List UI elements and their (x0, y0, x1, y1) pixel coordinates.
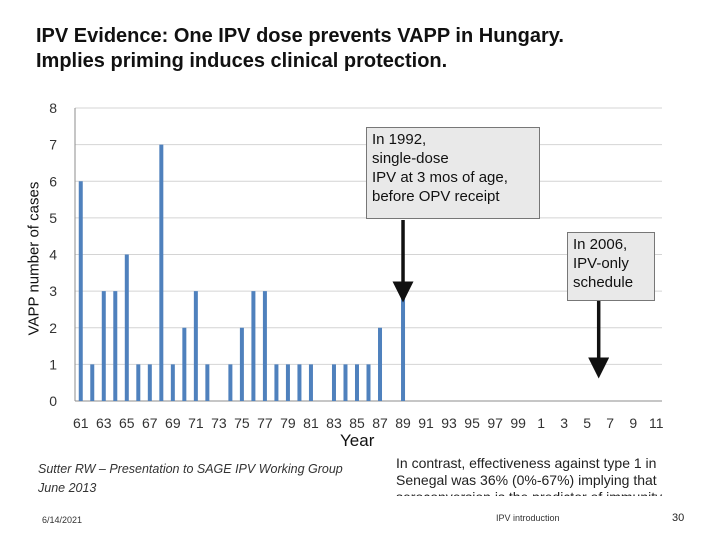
x-tick-73: 73 (211, 415, 227, 431)
x-tick-93: 93 (441, 415, 457, 431)
bar-67 (147, 364, 152, 401)
bar-64 (113, 291, 118, 401)
y-tick-8: 8 (49, 100, 57, 116)
bar-83 (331, 364, 336, 401)
citation: Sutter RW – Presentation to SAGE IPV Wor… (38, 460, 343, 498)
bar-62 (90, 364, 95, 401)
callout-1992-line-1: In 1992, (372, 131, 427, 148)
title-line-2: Implies priming induces clinical protect… (36, 50, 448, 72)
y-tick-0: 0 (49, 393, 57, 409)
senegal-note: In contrast, effectiveness against type … (396, 455, 665, 505)
x-tick-85: 85 (349, 415, 365, 431)
bar-80 (297, 364, 302, 401)
x-tick-75: 75 (234, 415, 250, 431)
bar-78 (274, 364, 279, 401)
x-tick-61: 61 (73, 415, 89, 431)
callout-1992-ipv: In 1992, single-dose IPV at 3 mos of age… (366, 127, 540, 219)
x-tick-3: 3 (560, 415, 568, 431)
x-tick-99: 99 (510, 415, 526, 431)
bar-70 (182, 327, 187, 401)
x-tick-83: 83 (326, 415, 342, 431)
y-tick-2: 2 (49, 320, 57, 336)
x-tick-89: 89 (395, 415, 411, 431)
citation-line-2: June 2013 (38, 481, 97, 495)
bar-89 (401, 291, 406, 401)
x-tick-63: 63 (96, 415, 112, 431)
y-tick-6: 6 (49, 173, 57, 189)
x-tick-67: 67 (142, 415, 158, 431)
bar-76 (251, 291, 256, 401)
bar-63 (101, 291, 106, 401)
bar-85 (354, 364, 359, 401)
footer-date: 6/14/2021 (42, 515, 83, 525)
bar-72 (205, 364, 210, 401)
x-axis-label: Year (340, 431, 375, 450)
x-tick-1: 1 (537, 415, 545, 431)
y-tick-3: 3 (49, 283, 57, 299)
y-tick-4: 4 (49, 247, 57, 263)
bar-81 (308, 364, 313, 401)
citation-line-1: Sutter RW – Presentation to SAGE IPV Wor… (38, 462, 343, 476)
x-tick-65: 65 (119, 415, 135, 431)
x-tick-5: 5 (583, 415, 591, 431)
bar-66 (136, 364, 141, 401)
title-line-1: IPV Evidence: One IPV dose prevents VAPP… (36, 25, 564, 47)
page-number: 30 (672, 512, 685, 524)
callout-2006-ipv-only: In 2006, IPV-only schedule (567, 232, 655, 301)
callout-2006-line-1: In 2006, (573, 236, 628, 253)
footer-center-text: IPV introduction (496, 513, 560, 523)
x-tick-95: 95 (464, 415, 480, 431)
bar-75 (239, 327, 244, 401)
x-tick-77: 77 (257, 415, 273, 431)
x-tick-81: 81 (303, 415, 319, 431)
bar-86 (366, 364, 371, 401)
y-tick-7: 7 (49, 137, 57, 153)
x-tick-87: 87 (372, 415, 388, 431)
callout-1992-line-3: IPV at 3 mos of age, (372, 169, 508, 186)
x-tick-11: 11 (649, 415, 664, 431)
bar-69 (170, 364, 175, 401)
bar-61 (78, 181, 83, 401)
y-tick-5: 5 (49, 210, 57, 226)
bar-74 (228, 364, 233, 401)
bar-84 (343, 364, 348, 401)
x-tick-7: 7 (606, 415, 614, 431)
y-tick-1: 1 (49, 356, 57, 372)
x-tick-71: 71 (188, 415, 204, 431)
x-tick-9: 9 (629, 415, 637, 431)
bar-68 (159, 144, 164, 401)
slide-title: IPV Evidence: One IPV dose prevents VAPP… (36, 24, 564, 74)
callout-1992-line-4: before OPV receipt (372, 188, 500, 205)
bar-65 (124, 254, 129, 401)
x-tick-79: 79 (280, 415, 296, 431)
slide-footer (0, 496, 720, 540)
callout-2006-line-2: IPV-only (573, 255, 629, 272)
bar-87 (378, 327, 383, 401)
callout-1992-line-2: single-dose (372, 150, 449, 167)
x-tick-69: 69 (165, 415, 181, 431)
x-tick-91: 91 (418, 415, 434, 431)
x-tick-97: 97 (487, 415, 503, 431)
callout-2006-line-3: schedule (573, 274, 634, 291)
bar-77 (262, 291, 267, 401)
bar-79 (285, 364, 290, 401)
bar-71 (193, 291, 198, 401)
